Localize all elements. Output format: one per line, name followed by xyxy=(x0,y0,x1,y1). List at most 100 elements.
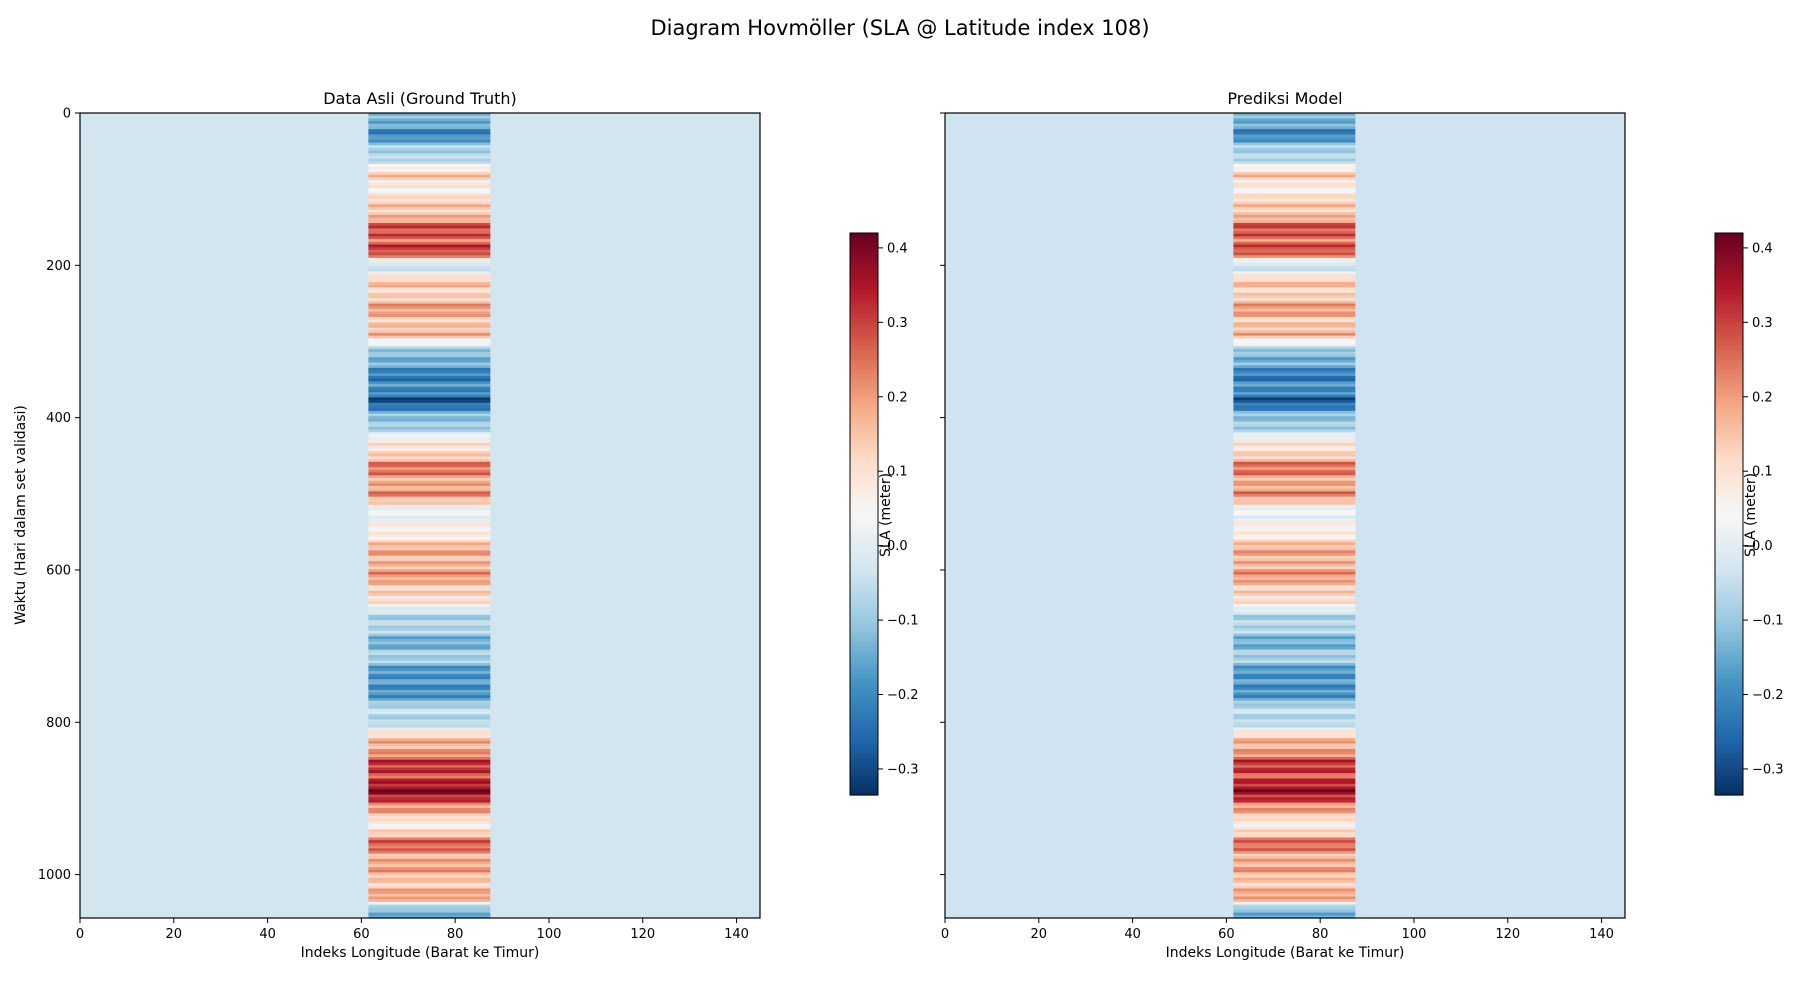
heatmap-row xyxy=(1233,518,1356,522)
colorbar-segment xyxy=(1715,471,1743,478)
heatmap-row xyxy=(368,233,491,238)
colorbar-segment xyxy=(1715,504,1743,510)
heatmap-row xyxy=(368,239,491,243)
heatmap-row xyxy=(368,644,491,648)
heatmap-row xyxy=(1233,558,1356,562)
colorbar-segment xyxy=(1715,612,1743,618)
heatmap-row xyxy=(368,706,491,710)
heatmap-row xyxy=(1233,542,1356,546)
heatmap-row xyxy=(1233,367,1356,372)
heatmap-row xyxy=(1233,842,1356,847)
colorbar-segment xyxy=(850,706,878,712)
heatmap-row xyxy=(1233,767,1356,772)
heatmap-row xyxy=(1233,451,1356,455)
colorbar-segment xyxy=(1715,359,1743,365)
panel-ground-truth: Data Asli (Ground Truth) 0 20 40 60 80 100 120… xyxy=(13,89,919,961)
heatmap-row xyxy=(368,257,491,262)
colorbar-segment xyxy=(1715,481,1743,487)
colorbar-segment xyxy=(1715,762,1743,768)
x-tick-label: 80 xyxy=(1312,927,1329,942)
y-tick-label: 400 xyxy=(46,411,71,426)
colorbar-tick-label: −0.2 xyxy=(887,688,919,703)
heatmap-row xyxy=(1233,362,1356,366)
heatmap-row xyxy=(368,834,491,839)
heatmap-row xyxy=(1233,789,1356,793)
heatmap-row xyxy=(368,585,491,589)
heatmap-row xyxy=(368,850,491,855)
colorbar-segment xyxy=(850,752,878,759)
heatmap-row xyxy=(368,161,491,165)
heatmap-row xyxy=(1233,614,1356,619)
heatmap-row xyxy=(368,807,491,812)
colorbar-segment xyxy=(1715,542,1743,548)
plot-frame xyxy=(79,112,761,919)
colorbar-segment xyxy=(1715,701,1743,707)
heatmap-row xyxy=(1233,502,1356,506)
heatmap-row xyxy=(1233,330,1356,334)
heatmap-row xyxy=(368,319,491,323)
colorbar-segment xyxy=(850,298,878,304)
colorbar-segment xyxy=(1715,528,1743,534)
heatmap-row xyxy=(1233,343,1356,348)
heatmap-row xyxy=(368,451,491,455)
heatmap-row xyxy=(1233,641,1356,645)
colorbar-segment xyxy=(850,785,878,791)
heatmap-row xyxy=(1233,727,1356,731)
colorbar-segment xyxy=(1715,743,1743,749)
colorbar-segment xyxy=(850,354,878,361)
heatmap-row xyxy=(368,456,491,460)
heatmap-row xyxy=(368,893,491,898)
heatmap-row xyxy=(1233,118,1356,122)
colorbar-segment xyxy=(850,659,878,665)
heatmap-row xyxy=(368,421,491,425)
colorbar-segment xyxy=(850,720,878,726)
x-tick-label: 20 xyxy=(166,927,183,942)
heatmap-row xyxy=(368,767,491,772)
heatmap-row xyxy=(368,587,491,592)
heatmap-row xyxy=(368,848,491,852)
heatmap-row xyxy=(368,786,491,790)
heatmap-row xyxy=(1233,249,1356,254)
colorbar-tick-label: −0.3 xyxy=(1752,762,1784,777)
heatmap-row xyxy=(1233,290,1356,294)
heatmap-row xyxy=(368,488,491,492)
heatmap-row xyxy=(368,397,491,401)
heatmap-row xyxy=(1233,797,1356,801)
heatmap-row xyxy=(368,842,491,847)
heatmap-row xyxy=(1233,872,1356,876)
colorbar-segment xyxy=(1715,626,1743,632)
y-axis: 0 200 400 600 800 1000 xyxy=(38,107,80,883)
colorbar-segment xyxy=(1715,551,1743,557)
colorbar-tick-label: 0.1 xyxy=(887,465,908,480)
y-tick-label: 1000 xyxy=(38,868,71,883)
colorbar-segment xyxy=(850,265,878,272)
colorbar-segment xyxy=(1715,429,1743,435)
heatmap-row xyxy=(1233,429,1356,433)
heatmap-row xyxy=(368,341,491,345)
heatmap-row xyxy=(368,367,491,372)
colorbar-segment xyxy=(1715,696,1743,702)
colorbar-segment xyxy=(850,551,878,557)
heatmap-row xyxy=(1233,596,1356,600)
x-tick-label: 40 xyxy=(1124,927,1141,942)
y-tick-label: 800 xyxy=(46,716,71,731)
heatmap-row xyxy=(1233,255,1356,259)
heatmap-row xyxy=(368,459,491,463)
heatmap-row xyxy=(1233,303,1356,307)
heatmap-row xyxy=(368,244,491,248)
colorbar-tick-label: 0.1 xyxy=(1752,465,1773,480)
colorbar-segment xyxy=(1715,307,1743,314)
heatmap-row xyxy=(1233,553,1356,557)
heatmap-row xyxy=(1233,365,1356,369)
heatmap-row xyxy=(1233,381,1356,385)
heatmap-row xyxy=(368,609,491,613)
heatmap-row xyxy=(1233,663,1356,667)
heatmap-row xyxy=(1233,453,1356,458)
heatmap-row xyxy=(1233,198,1356,203)
heatmap-row xyxy=(368,279,491,283)
heatmap-row xyxy=(368,287,491,291)
colorbar-segment xyxy=(1715,387,1743,393)
heatmap-row xyxy=(1233,437,1356,441)
colorbar-segment xyxy=(1715,766,1743,773)
heatmap-row xyxy=(1233,491,1356,495)
